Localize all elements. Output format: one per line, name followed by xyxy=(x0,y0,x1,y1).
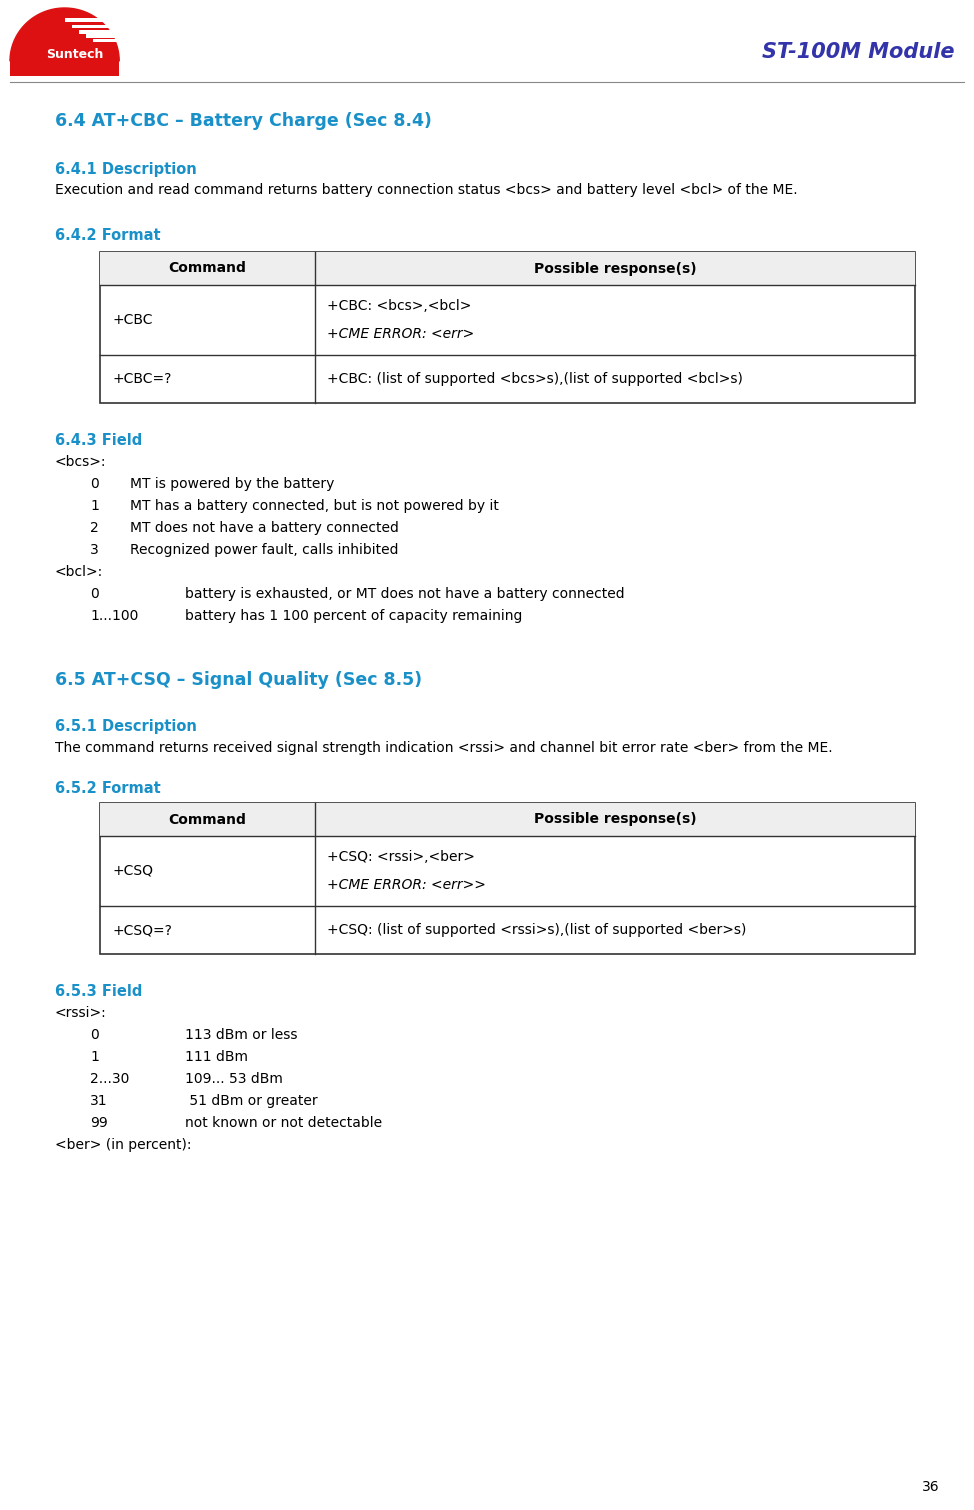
Text: 6.4.2 Format: 6.4.2 Format xyxy=(55,228,161,243)
Text: MT is powered by the battery: MT is powered by the battery xyxy=(130,477,334,491)
Bar xyxy=(72,24,137,29)
Text: +CSQ: <rssi>,<ber>: +CSQ: <rssi>,<ber> xyxy=(327,850,475,864)
Bar xyxy=(100,252,915,403)
Text: Possible response(s): Possible response(s) xyxy=(534,812,696,826)
Text: 36: 36 xyxy=(922,1480,940,1493)
Text: 0: 0 xyxy=(90,1028,98,1042)
Text: 1...100: 1...100 xyxy=(90,609,138,624)
Text: 99: 99 xyxy=(90,1116,108,1129)
Text: not known or not detectable: not known or not detectable xyxy=(185,1116,382,1129)
Text: 3: 3 xyxy=(90,544,98,557)
Bar xyxy=(86,35,131,38)
Text: +CBC: +CBC xyxy=(112,313,153,328)
Text: 1: 1 xyxy=(90,498,99,513)
Text: 109... 53 dBm: 109... 53 dBm xyxy=(185,1072,282,1086)
Bar xyxy=(79,30,134,33)
Text: Suntech: Suntech xyxy=(47,48,104,60)
Text: +CSQ: +CSQ xyxy=(112,864,153,877)
Bar xyxy=(100,803,915,837)
Text: +CSQ=?: +CSQ=? xyxy=(112,923,171,938)
Text: 6.5.1 Description: 6.5.1 Description xyxy=(55,719,197,734)
Text: battery is exhausted, or MT does not have a battery connected: battery is exhausted, or MT does not hav… xyxy=(185,587,624,601)
Bar xyxy=(93,39,128,42)
Text: Recognized power fault, calls inhibited: Recognized power fault, calls inhibited xyxy=(130,544,398,557)
Text: 6.4 AT+CBC – Battery Charge (Sec 8.4): 6.4 AT+CBC – Battery Charge (Sec 8.4) xyxy=(55,112,431,130)
Text: 31: 31 xyxy=(90,1095,107,1108)
Text: Execution and read command returns battery connection status <bcs> and battery l: Execution and read command returns batte… xyxy=(55,183,798,196)
Text: MT does not have a battery connected: MT does not have a battery connected xyxy=(130,521,399,535)
Text: +CME ERROR: <err>>: +CME ERROR: <err>> xyxy=(327,877,486,892)
Text: +CBC: <bcs>,<bcl>: +CBC: <bcs>,<bcl> xyxy=(327,299,471,313)
Text: 51 dBm or greater: 51 dBm or greater xyxy=(185,1095,318,1108)
Text: +CME ERROR: <err>: +CME ERROR: <err> xyxy=(327,328,474,341)
Text: <ber> (in percent):: <ber> (in percent): xyxy=(55,1139,192,1152)
Text: 2: 2 xyxy=(90,521,98,535)
Bar xyxy=(10,59,119,76)
Text: <bcs>:: <bcs>: xyxy=(55,455,106,470)
Polygon shape xyxy=(10,8,119,60)
Text: ST-100M Module: ST-100M Module xyxy=(763,42,955,62)
Text: 6.4.1 Description: 6.4.1 Description xyxy=(55,162,197,177)
Text: MT has a battery connected, but is not powered by it: MT has a battery connected, but is not p… xyxy=(130,498,499,513)
Text: 1: 1 xyxy=(90,1049,99,1065)
Bar xyxy=(100,803,915,954)
Text: <rssi>:: <rssi>: xyxy=(55,1006,107,1019)
Text: +CSQ: (list of supported <rssi>s),(list of supported <ber>s): +CSQ: (list of supported <rssi>s),(list … xyxy=(327,923,746,938)
Text: battery has 1 100 percent of capacity remaining: battery has 1 100 percent of capacity re… xyxy=(185,609,522,624)
Text: Command: Command xyxy=(169,261,246,275)
Text: 0: 0 xyxy=(90,587,98,601)
Text: 113 dBm or less: 113 dBm or less xyxy=(185,1028,297,1042)
Bar xyxy=(64,18,140,21)
Text: 111 dBm: 111 dBm xyxy=(185,1049,248,1065)
Text: 0: 0 xyxy=(90,477,98,491)
Text: 6.5 AT+CSQ – Signal Quality (Sec 8.5): 6.5 AT+CSQ – Signal Quality (Sec 8.5) xyxy=(55,670,422,689)
Text: Possible response(s): Possible response(s) xyxy=(534,261,696,275)
Text: 2...30: 2...30 xyxy=(90,1072,130,1086)
Text: The command returns received signal strength indication <rssi> and channel bit e: The command returns received signal stre… xyxy=(55,741,833,755)
Text: 6.5.3 Field: 6.5.3 Field xyxy=(55,985,142,1000)
Bar xyxy=(100,252,915,285)
Text: +CBC: (list of supported <bcs>s),(list of supported <bcl>s): +CBC: (list of supported <bcs>s),(list o… xyxy=(327,371,743,387)
Text: 6.5.2 Format: 6.5.2 Format xyxy=(55,781,161,796)
Text: 6.4.3 Field: 6.4.3 Field xyxy=(55,433,142,448)
Text: +CBC=?: +CBC=? xyxy=(112,371,171,387)
Text: Command: Command xyxy=(169,812,246,826)
Text: <bcl>:: <bcl>: xyxy=(55,565,103,578)
